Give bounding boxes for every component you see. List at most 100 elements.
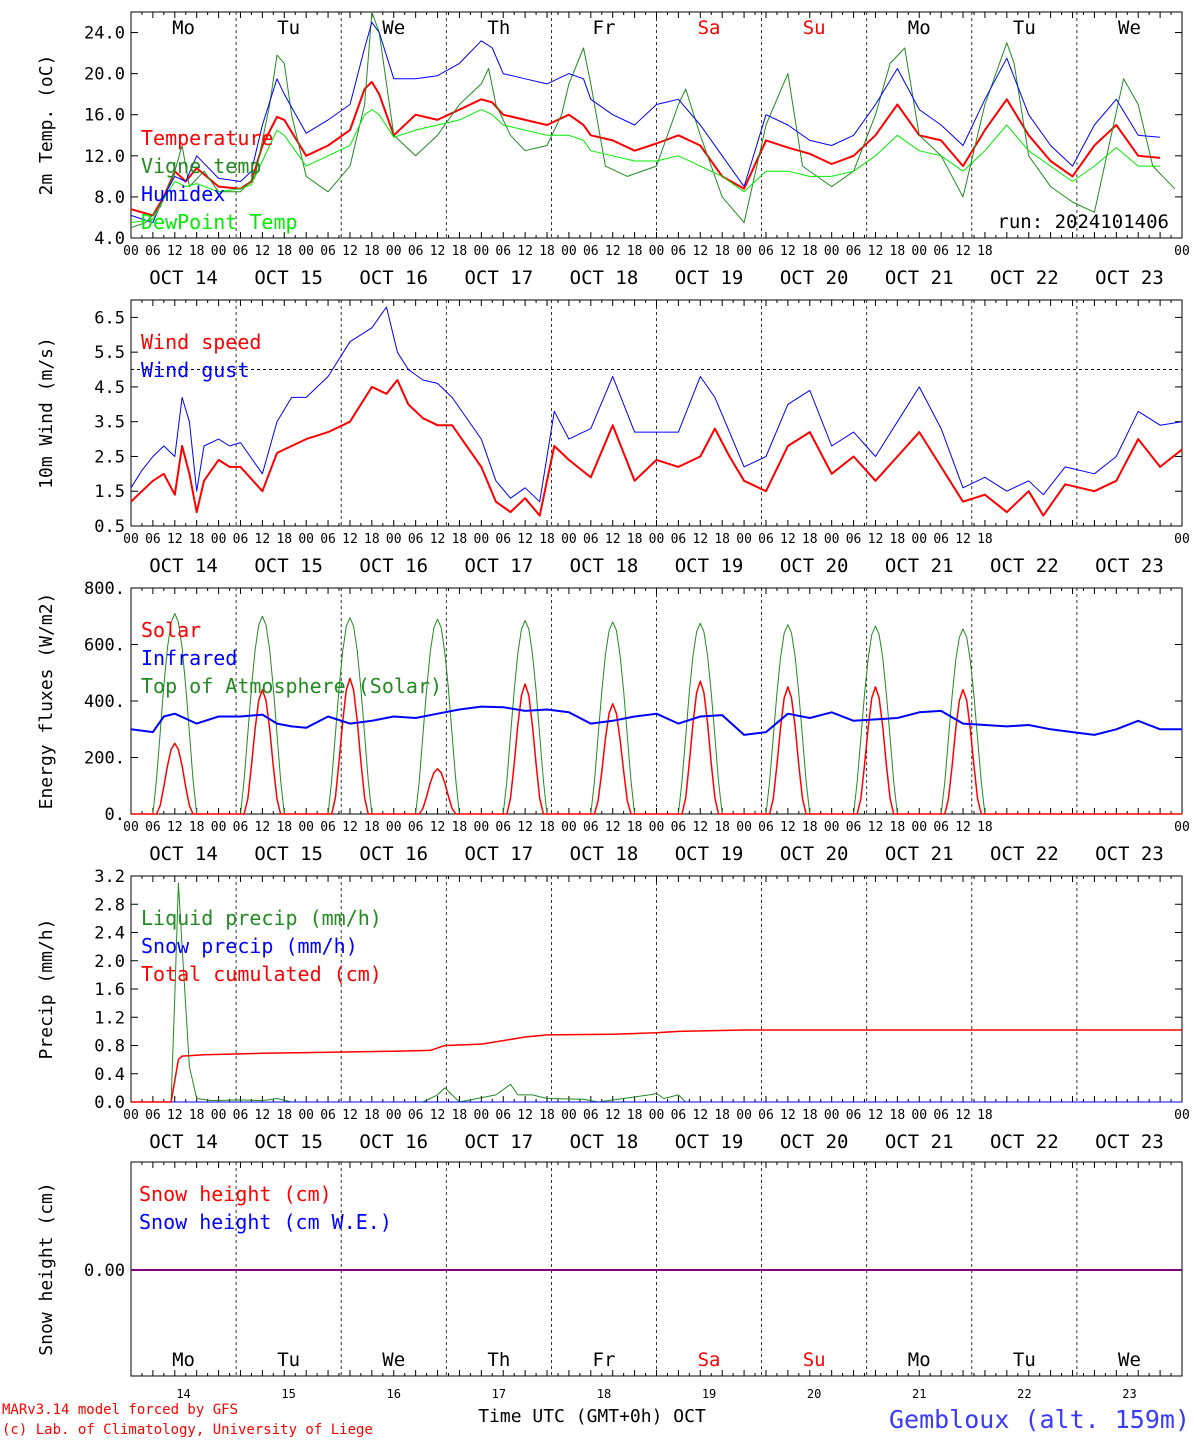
hour-tick-label: 00 bbox=[649, 244, 665, 259]
y-tick-label: 20.0 bbox=[84, 65, 125, 85]
hour-tick-label: 00 bbox=[386, 820, 402, 835]
y-tick-label: 800. bbox=[84, 579, 125, 599]
panel-1: 4.0 8.0 12.0 16.0 20.0 24.0 2m Temp. (oC) 00 06 1… bbox=[36, 11, 1190, 289]
date-label: OCT 16 bbox=[359, 555, 428, 577]
hour-tick-label: 06 bbox=[320, 532, 336, 547]
hour-tick-label: 12 bbox=[692, 1108, 708, 1123]
legend-entry: Liquid precip (mm/h) bbox=[141, 906, 382, 930]
y-tick-label: 24.0 bbox=[84, 24, 125, 44]
hour-tick-label: 12 bbox=[605, 532, 621, 547]
hour-tick-label: 12 bbox=[167, 532, 183, 547]
weekday-label: Th bbox=[487, 17, 510, 39]
hour-tick-label: 00 bbox=[736, 1108, 752, 1123]
hour-tick-label: 18 bbox=[627, 244, 643, 259]
panel-5: 0.00 Snow height (cm) Snow height (cm) Snow… bbox=[36, 1161, 1183, 1401]
hour-tick-label: 00 bbox=[474, 1108, 490, 1123]
hour-tick-label: 00 bbox=[386, 244, 402, 259]
hour-tick-label: 00 bbox=[736, 820, 752, 835]
hour-tick-label: 06 bbox=[495, 532, 511, 547]
series-line bbox=[131, 1029, 1182, 1103]
hour-tick-label: 06 bbox=[933, 532, 949, 547]
date-label: OCT 15 bbox=[254, 267, 323, 289]
series-line bbox=[130, 21, 1161, 224]
hour-tick-label: 12 bbox=[342, 244, 358, 259]
hour-tick-label: 00 bbox=[824, 532, 840, 547]
y-axis-label: 2m Temp. (oC) bbox=[36, 55, 57, 196]
y-axis-label: Precip (mm/h) bbox=[36, 919, 57, 1060]
hour-tick-label: 00 bbox=[561, 1108, 577, 1123]
hour-tick-label: 06 bbox=[233, 244, 249, 259]
hour-tick-label: 12 bbox=[780, 244, 796, 259]
hour-tick-label: 06 bbox=[933, 1108, 949, 1123]
hour-tick-label: 18 bbox=[539, 820, 555, 835]
hour-tick-label: 18 bbox=[890, 532, 906, 547]
legend-entry: Snow height (cm) bbox=[139, 1182, 332, 1206]
hour-tick-label: 18 bbox=[452, 244, 468, 259]
date-label: OCT 14 bbox=[149, 843, 218, 865]
date-label: OCT 19 bbox=[675, 267, 744, 289]
weekday-label: Mo bbox=[172, 1349, 195, 1371]
hour-tick-label: 00 bbox=[824, 244, 840, 259]
hour-tick-label: 18 bbox=[364, 820, 380, 835]
y-tick-label: 5.5 bbox=[94, 343, 125, 363]
hour-tick-label: 06 bbox=[408, 244, 424, 259]
weekday-label: Tu bbox=[1013, 17, 1036, 39]
y-tick-label: 8.0 bbox=[94, 188, 125, 208]
hour-tick-label: 12 bbox=[780, 820, 796, 835]
date-label: OCT 21 bbox=[885, 555, 954, 577]
hour-tick-label: 12 bbox=[255, 820, 271, 835]
hour-tick-label: 06 bbox=[583, 532, 599, 547]
legend-entry: Infrared bbox=[141, 646, 237, 670]
weekday-label: Mo bbox=[908, 1349, 931, 1371]
hour-tick-label: 00 bbox=[911, 1108, 927, 1123]
day-number-label: 20 bbox=[807, 1387, 821, 1401]
hour-tick-label: 00 bbox=[1174, 1108, 1190, 1123]
y-tick-label: 0.5 bbox=[94, 517, 125, 537]
y-axis-label: Snow height (cm) bbox=[36, 1182, 57, 1355]
hour-tick-label: 18 bbox=[802, 532, 818, 547]
hour-tick-label: 12 bbox=[342, 1108, 358, 1123]
hour-tick-label: 18 bbox=[539, 244, 555, 259]
y-tick-label: 0.4 bbox=[94, 1065, 125, 1085]
y-tick-label: 2.0 bbox=[94, 952, 125, 972]
series-line bbox=[131, 882, 1182, 1103]
hour-tick-label: 18 bbox=[276, 244, 292, 259]
y-tick-label: 0.00 bbox=[84, 1261, 125, 1281]
legend-entry: Snow height (cm W.E.) bbox=[139, 1210, 392, 1234]
series-line bbox=[130, 705, 1182, 736]
y-tick-label: 16.0 bbox=[84, 106, 125, 126]
date-label: OCT 15 bbox=[254, 1131, 323, 1153]
hour-tick-label: 00 bbox=[736, 532, 752, 547]
hour-tick-label: 12 bbox=[955, 1108, 971, 1123]
hour-tick-label: 18 bbox=[539, 532, 555, 547]
hour-tick-label: 00 bbox=[474, 244, 490, 259]
hour-tick-label: 18 bbox=[364, 532, 380, 547]
hour-tick-label: 12 bbox=[517, 244, 533, 259]
date-label: OCT 23 bbox=[1095, 267, 1164, 289]
weekday-label: Su bbox=[803, 17, 826, 39]
y-tick-label: 6.5 bbox=[94, 308, 125, 328]
date-label: OCT 18 bbox=[570, 555, 639, 577]
hour-tick-label: 00 bbox=[911, 820, 927, 835]
hour-tick-label: 12 bbox=[868, 820, 884, 835]
day-number-label: 17 bbox=[492, 1387, 506, 1401]
weekday-label: Fr bbox=[593, 1349, 616, 1371]
weekday-label: We bbox=[382, 1349, 405, 1371]
hour-tick-label: 18 bbox=[452, 532, 468, 547]
date-label: OCT 14 bbox=[149, 555, 218, 577]
hour-tick-label: 06 bbox=[495, 1108, 511, 1123]
y-tick-label: 1.5 bbox=[94, 482, 125, 502]
hour-tick-label: 18 bbox=[364, 244, 380, 259]
hour-tick-label: 12 bbox=[780, 532, 796, 547]
weekday-label: Tu bbox=[1013, 1349, 1036, 1371]
weekday-label: Sa bbox=[698, 17, 721, 39]
hour-tick-label: 06 bbox=[758, 244, 774, 259]
hour-tick-label: 06 bbox=[846, 532, 862, 547]
hour-tick-label: 18 bbox=[802, 820, 818, 835]
panel-2: 0.5 1.5 2.5 3.5 4.5 5.5 6.5 10m Wind (m/s) 00 06 1… bbox=[36, 299, 1190, 577]
hour-tick-label: 00 bbox=[298, 1108, 314, 1123]
hour-tick-label: 12 bbox=[517, 1108, 533, 1123]
hour-tick-label: 06 bbox=[846, 820, 862, 835]
y-tick-label: 12.0 bbox=[84, 147, 125, 167]
